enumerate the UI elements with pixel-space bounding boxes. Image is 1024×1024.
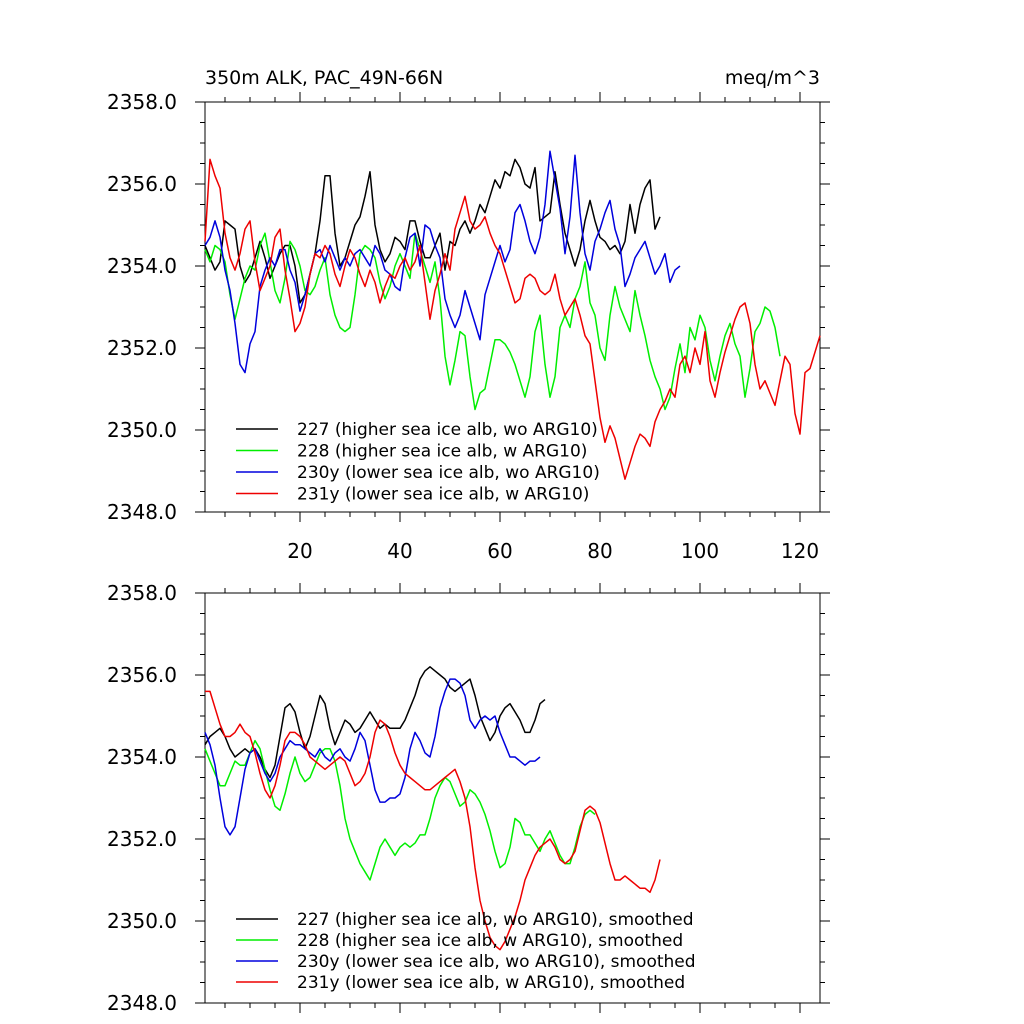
series-line-2: [204, 739, 596, 881]
legend-label-3: 230y (lower sea ice alb, wo ARG10): [297, 463, 600, 483]
series-line-2: [204, 232, 781, 411]
legend-label-4: 231y (lower sea ice alb, w ARG10), smoot…: [297, 973, 685, 993]
units-label: meq/m^3: [725, 67, 820, 89]
x-tick-label: 120: [781, 539, 819, 563]
series-line-3: [204, 150, 681, 374]
y-tick-label: 2350.0: [107, 418, 177, 442]
x-tick-label: 40: [387, 539, 412, 563]
series-line-3: [204, 678, 541, 836]
legend-label-2: 228 (higher sea ice alb, w ARG10), smoot…: [297, 931, 683, 951]
y-tick-label: 2348.0: [107, 500, 177, 524]
y-tick-label: 2354.0: [107, 254, 177, 278]
series-line-1: [204, 666, 546, 779]
series-line-4: [205, 690, 661, 951]
x-tick-label: 20: [287, 539, 312, 563]
y-tick-label: 2352.0: [107, 336, 177, 360]
series-line-4: [204, 158, 821, 480]
legend-label-1: 227 (higher sea ice alb, wo ARG10), smoo…: [297, 910, 694, 930]
y-tick-label: 2352.0: [107, 827, 177, 851]
top-panel: 2348.0 2350.0 2352.0 2354.0 2356.0 2358.0 20 40…: [107, 67, 830, 563]
legend-label-2: 228 (higher sea ice alb, w ARG10): [297, 442, 587, 462]
y-tick-label: 2356.0: [107, 172, 177, 196]
y-tick-label: 2356.0: [107, 663, 177, 687]
y-tick-label: 2350.0: [107, 909, 177, 933]
y-tick-label: 2358.0: [107, 90, 177, 114]
series-line-1: [204, 158, 661, 304]
legend-label-3: 230y (lower sea ice alb, wo ARG10), smoo…: [297, 952, 696, 972]
x-tick-label: 80: [587, 539, 612, 563]
y-tick-label: 2358.0: [107, 581, 177, 605]
legend-label-1: 227 (higher sea ice alb, wo ARG10): [297, 420, 598, 440]
x-tick-label: 60: [487, 539, 512, 563]
legend-label-4: 231y (lower sea ice alb, w ARG10): [297, 485, 589, 505]
y-tick-label: 2348.0: [107, 991, 177, 1015]
x-tick-label: 100: [681, 539, 719, 563]
y-tick-label: 2354.0: [107, 745, 177, 769]
chart-title: 350m ALK, PAC_49N-66N: [205, 67, 443, 89]
bottom-panel: 2348.0 2350.0 2352.0 2354.0 2356.0 2358.0 227 …: [107, 581, 830, 1015]
